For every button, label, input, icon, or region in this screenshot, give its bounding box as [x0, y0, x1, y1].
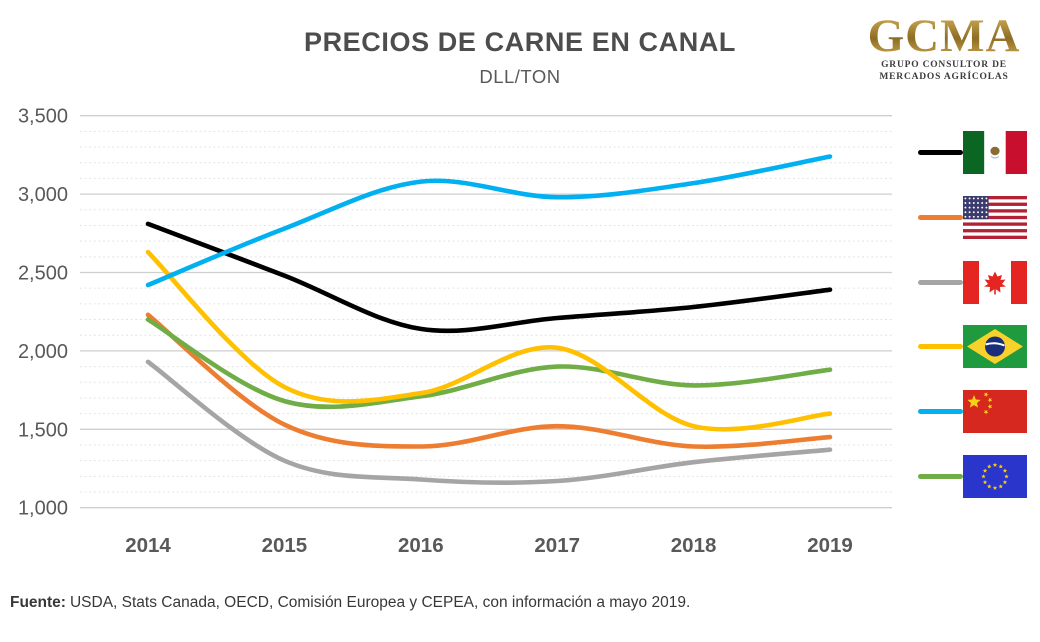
- legend-line-swatch: [918, 409, 963, 415]
- legend-item-china: [918, 390, 1027, 434]
- chart-title: PRECIOS DE CARNE EN CANAL: [303, 27, 737, 57]
- legend-line-swatch: [918, 150, 963, 155]
- series-line-eu: [145, 317, 833, 410]
- x-tick-label: 2019: [807, 534, 853, 557]
- x-tick-label: 2017: [534, 534, 580, 557]
- legend-line-swatch: [918, 474, 963, 479]
- gcma-tagline-line2: MERCADOS AGRÍCOLAS: [879, 71, 1009, 82]
- chart-legend: [918, 0, 1030, 642]
- x-tick-label: 2014: [125, 534, 171, 557]
- series-line-canada: [145, 359, 833, 486]
- source-footer: Fuente: USDA, Stats Canada, OECD, Comisió…: [10, 594, 690, 612]
- series-line-brazil: [145, 249, 833, 432]
- series-line-usa: [145, 312, 833, 450]
- legend-item-brazil: [918, 325, 1027, 369]
- source-label: Fuente:: [10, 594, 66, 611]
- gcma-logo-tagline: GRUPO CONSULTOR DE MERCADOS AGRÍCOLAS: [860, 60, 1028, 83]
- series-line-china: [145, 154, 833, 288]
- y-tick-label: 1,500: [18, 419, 68, 441]
- legend-item-eu: [918, 455, 1027, 498]
- legend-line-swatch: [918, 214, 963, 220]
- legend-line-swatch: [918, 344, 963, 350]
- gcma-tagline-line1: GRUPO CONSULTOR DE: [881, 60, 1007, 70]
- gcma-logo: GCMA GRUPO CONSULTOR DE MERCADOS AGRÍCOL…: [860, 13, 1028, 83]
- x-tick-label: 2016: [398, 534, 444, 557]
- legend-item-usa: [918, 195, 1027, 239]
- series-line-mexico: [145, 221, 833, 334]
- y-tick-label: 3,000: [18, 184, 68, 206]
- legend-line-swatch: [918, 279, 963, 285]
- legend-item-canada: [918, 260, 1027, 304]
- y-tick-label: 1,000: [18, 498, 68, 520]
- china-flag: [963, 390, 1027, 434]
- y-tick-label: 2,500: [18, 263, 68, 285]
- chart-subtitle: DLL/TON: [479, 66, 561, 87]
- y-tick-label: 3,500: [18, 106, 68, 128]
- source-text: USDA, Stats Canada, OECD, Comisión Europ…: [69, 594, 691, 611]
- mexico-flag: [963, 131, 1027, 174]
- brazil-flag: [963, 325, 1027, 369]
- usa-flag: [963, 195, 1027, 239]
- x-tick-label: 2015: [262, 534, 308, 557]
- eu-flag: [963, 455, 1027, 498]
- y-tick-label: 2,000: [18, 341, 68, 363]
- legend-item-mexico: [918, 131, 1027, 174]
- gcma-logo-text: GCMA: [860, 13, 1028, 60]
- x-tick-label: 2018: [671, 534, 717, 557]
- canada-flag: [963, 260, 1027, 304]
